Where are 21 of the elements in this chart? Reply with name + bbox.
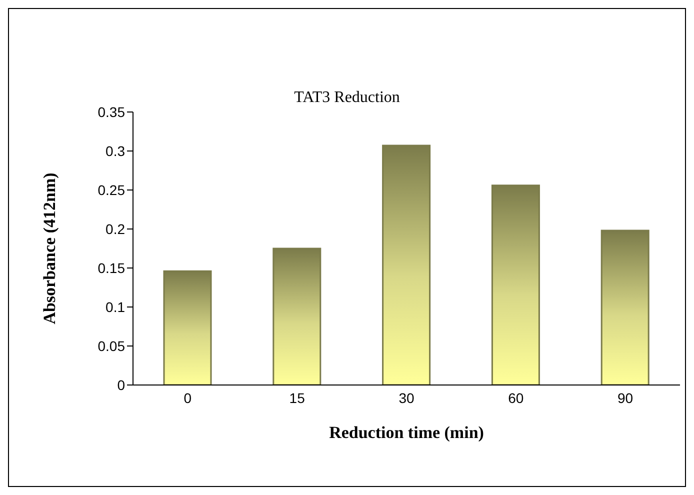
- y-tick-label: 0.2: [106, 220, 126, 237]
- x-tick-label: 90: [618, 390, 634, 406]
- y-tick-label: 0.35: [98, 104, 126, 120]
- y-tick-label: 0.25: [98, 182, 126, 198]
- bar: [163, 270, 212, 385]
- bar: [382, 144, 431, 385]
- bar: [600, 230, 650, 385]
- y-tick-label: 0.3: [106, 142, 126, 159]
- y-tick-label: 0.15: [98, 260, 126, 276]
- x-axis-title: Reduction time (min): [329, 423, 484, 442]
- y-tick-label: 0.1: [106, 298, 126, 315]
- y-tick-label: 0: [117, 376, 126, 393]
- bar: [491, 184, 540, 385]
- chart-title: TAT3 Reduction: [294, 89, 400, 106]
- bar: [272, 248, 322, 385]
- y-tick-label: 0.05: [98, 338, 126, 354]
- x-tick-label: 15: [289, 390, 306, 406]
- y-axis-title: Absorbance (412nm): [40, 172, 60, 324]
- x-tick-label: 0: [184, 390, 192, 406]
- x-tick-label: 30: [398, 390, 414, 406]
- x-tick-label: 60: [508, 390, 524, 406]
